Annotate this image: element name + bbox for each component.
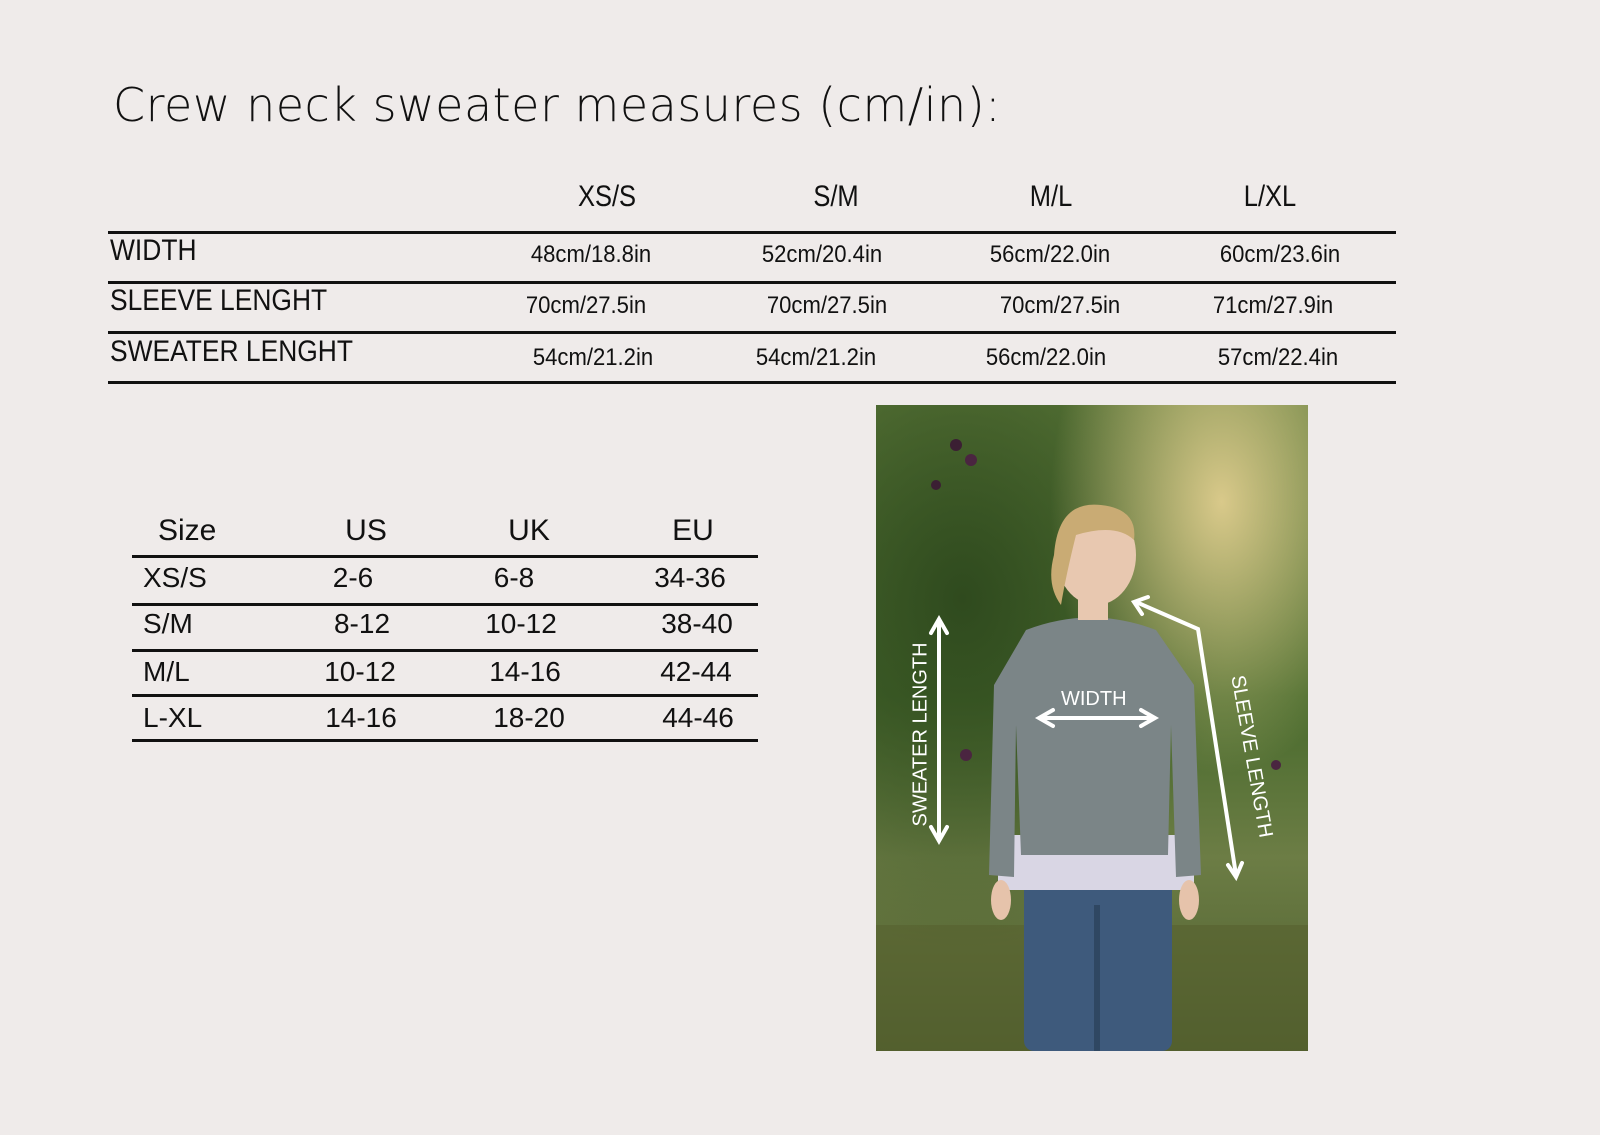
row-label: S/M [143,608,193,639]
table-cell: 8-12 [333,608,391,639]
divider [108,281,1396,284]
column-header: XS/S [577,180,637,213]
column-header: US [345,514,387,547]
table-cell: 38-40 [661,608,733,639]
column-header: EU [672,514,714,547]
table-cell: 70cm/27.5in [766,292,888,319]
row-label: L-XL [143,702,203,733]
row-label: SWEATER LENGHT [110,335,354,368]
divider [132,739,758,742]
table-cell: 54cm/21.2in [532,344,654,371]
page-title: Crew neck sweater measures (cm/in): [113,78,1002,132]
divider [108,381,1396,384]
measurement-arrows [929,595,1244,882]
divider [132,603,758,606]
table-cell: 56cm/22.0in [985,344,1107,371]
sweater-length-label: SWEATER LENGTH [909,642,932,827]
column-header: Size [158,514,217,547]
table-cell: 34-36 [654,562,726,593]
table-cell: 70cm/27.5in [999,292,1121,319]
table-cell: 2-6 [332,562,374,593]
table-cell: 71cm/27.9in [1212,292,1334,319]
table-cell: 70cm/27.5in [525,292,647,319]
row-label: SLEEVE LENGHT [110,284,328,317]
divider [108,231,1396,234]
row-label: WIDTH [110,234,197,267]
divider [132,649,758,652]
table-cell: 54cm/21.2in [755,344,877,371]
column-header: L/XL [1243,180,1297,213]
row-label: XS/S [143,562,207,593]
divider [132,555,758,558]
divider [108,331,1396,334]
column-header: UK [508,514,550,547]
model-illustration [876,439,1308,1051]
row-label: M/L [143,656,190,687]
table-cell: 6-8 [493,562,535,593]
table-cell: 18-20 [493,702,565,733]
table-cell: 14-16 [489,656,561,687]
column-header: S/M [813,180,859,213]
table-cell: 10-12 [485,608,557,639]
width-label: WIDTH [1061,688,1127,710]
table-cell: 56cm/22.0in [989,241,1111,268]
table-cell: 52cm/20.4in [761,241,883,268]
table-cell: 60cm/23.6in [1219,241,1341,268]
table-cell: 57cm/22.4in [1217,344,1339,371]
divider [132,694,758,697]
model-photo: WIDTH SWEATER LENGTH SLEEVE LENGTH [876,405,1308,1051]
table-cell: 42-44 [660,656,732,687]
table-cell: 14-16 [325,702,397,733]
table-cell: 44-46 [662,702,734,733]
table-cell: 10-12 [324,656,396,687]
column-header: M/L [1029,180,1073,213]
table-cell: 48cm/18.8in [530,241,652,268]
